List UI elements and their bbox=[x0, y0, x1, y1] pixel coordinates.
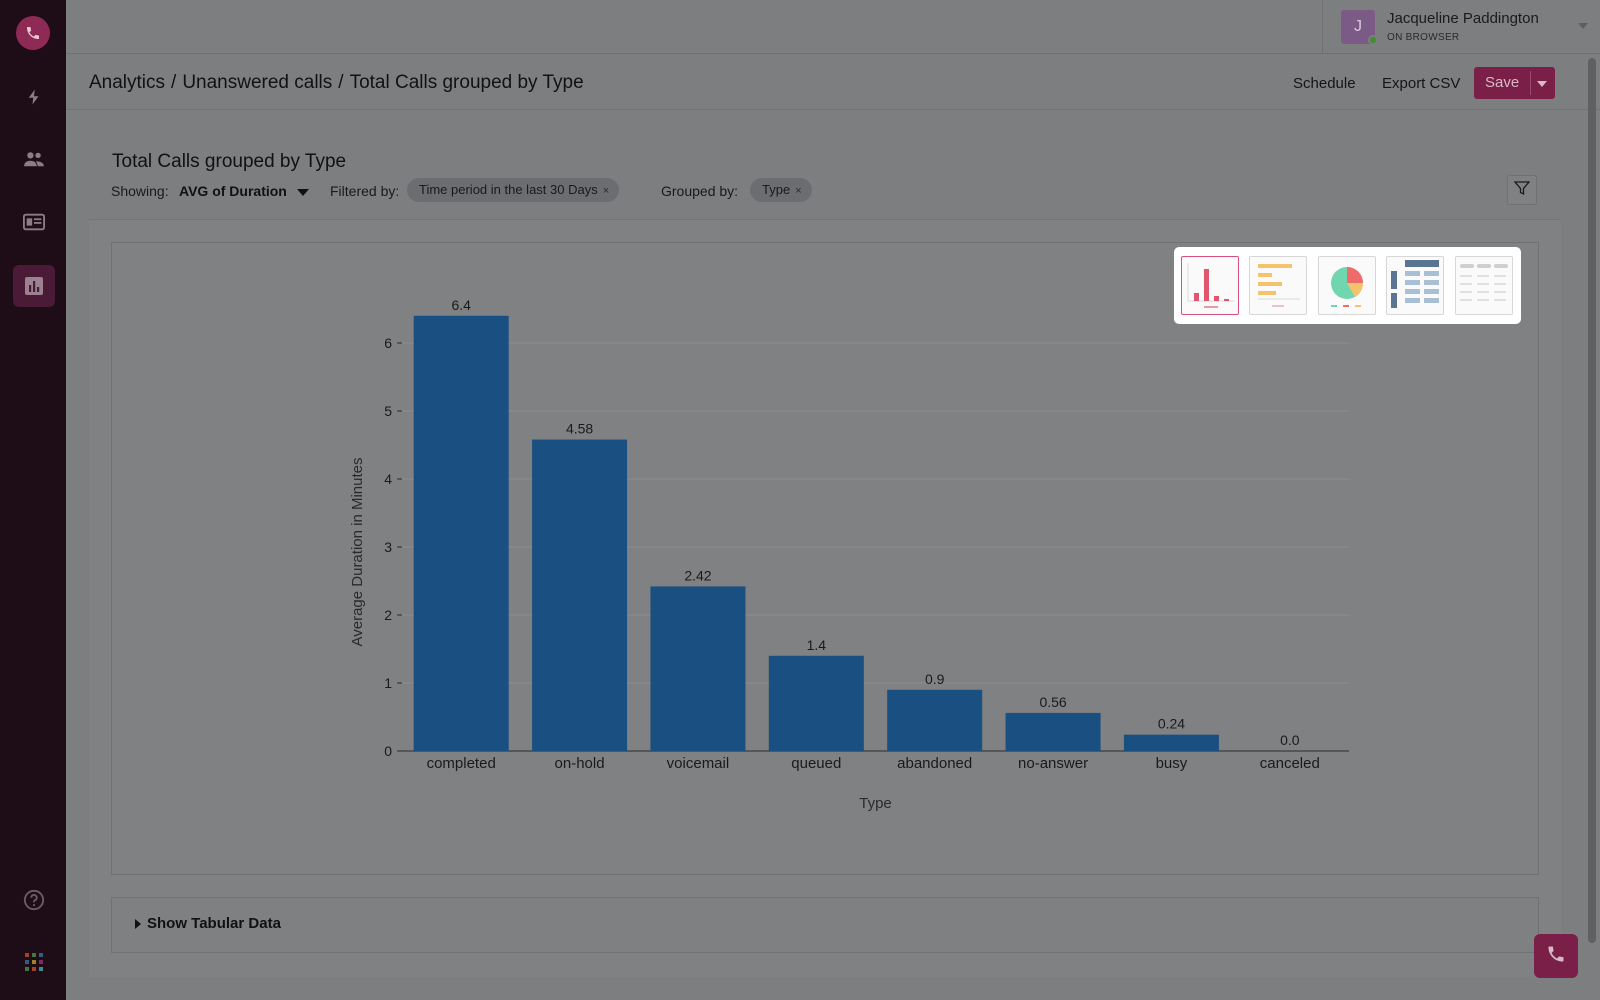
save-button-label: Save bbox=[1485, 74, 1520, 91]
user-menu[interactable]: J Jacqueline Paddington ON BROWSER bbox=[1322, 0, 1600, 54]
y-tick-label: 3 bbox=[384, 539, 392, 555]
filter-chip-label: Time period in the last 30 Days bbox=[419, 182, 598, 197]
chart-type-table[interactable] bbox=[1455, 256, 1513, 315]
people-icon bbox=[23, 150, 45, 168]
y-tick-label: 2 bbox=[384, 607, 392, 623]
group-chip-type[interactable]: Type × bbox=[750, 178, 812, 202]
top-bar: J Jacqueline Paddington ON BROWSER bbox=[66, 0, 1600, 54]
chart-area: 0 1 2 3 4 5 6 6.4 completed 4.58 on-hold 2.42 voicem… bbox=[111, 242, 1539, 875]
breadcrumb-separator: / bbox=[171, 72, 177, 93]
phone-logo-icon[interactable] bbox=[16, 16, 50, 50]
x-tick-label: busy bbox=[1156, 755, 1188, 772]
analytics-icon bbox=[24, 276, 44, 296]
horizontal-bar-chart-icon bbox=[1258, 264, 1300, 307]
bar-chart: 0 1 2 3 4 5 6 6.4 completed 4.58 on-hold 2.42 voicem… bbox=[349, 297, 1349, 812]
sidebar-item-users[interactable] bbox=[13, 138, 55, 180]
breadcrumb-analytics[interactable]: Analytics bbox=[89, 72, 166, 93]
breadcrumb-current: Total Calls grouped by Type bbox=[349, 72, 584, 93]
x-axis-title: Type bbox=[859, 795, 892, 812]
close-icon[interactable]: × bbox=[795, 185, 802, 197]
bolt-icon bbox=[25, 87, 43, 107]
schedule-button[interactable]: Schedule bbox=[1293, 75, 1356, 92]
chart-type-pie[interactable] bbox=[1318, 256, 1376, 315]
close-icon[interactable]: × bbox=[602, 185, 610, 197]
showing-label: Showing: bbox=[111, 183, 169, 199]
tabular-data-label: Show Tabular Data bbox=[147, 915, 281, 932]
apps-grid-icon bbox=[24, 952, 44, 972]
breadcrumb: Analytics / Unanswered calls / Total Calls g… bbox=[89, 72, 584, 94]
x-tick-label: voicemail bbox=[667, 755, 730, 772]
online-status-dot bbox=[1368, 35, 1378, 45]
chart-type-pivot-table[interactable] bbox=[1386, 256, 1444, 315]
caret-right-icon bbox=[135, 919, 141, 929]
grouped-label: Grouped by: bbox=[661, 183, 739, 199]
chart-type-bar[interactable] bbox=[1181, 256, 1239, 315]
sidebar-item-activity[interactable] bbox=[13, 76, 55, 118]
data-label: 4.58 bbox=[566, 421, 593, 437]
user-name: Jacqueline Paddington bbox=[1387, 10, 1539, 27]
y-tick-label: 4 bbox=[384, 471, 392, 487]
chevron-down-icon[interactable] bbox=[1578, 23, 1588, 29]
chart-type-horizontal-bar[interactable] bbox=[1249, 256, 1307, 315]
bar-busy bbox=[1123, 734, 1219, 751]
data-label: 0.56 bbox=[1039, 694, 1066, 710]
save-dropdown-icon[interactable] bbox=[1537, 81, 1547, 87]
x-tick-label: queued bbox=[791, 755, 841, 772]
sidebar-item-analytics[interactable] bbox=[13, 265, 55, 307]
save-button-divider bbox=[1530, 71, 1531, 95]
x-tick-label: abandoned bbox=[897, 755, 972, 772]
bar-abandoned bbox=[887, 689, 983, 751]
y-tick-label: 5 bbox=[384, 403, 392, 419]
phone-icon bbox=[1546, 944, 1566, 969]
breadcrumb-unanswered-calls[interactable]: Unanswered calls bbox=[182, 72, 333, 93]
sidebar-item-contacts[interactable] bbox=[13, 201, 55, 243]
bar-no-answer bbox=[1005, 712, 1101, 751]
bar-queued bbox=[768, 655, 864, 751]
data-label: 0.24 bbox=[1158, 716, 1185, 732]
export-csv-button[interactable]: Export CSV bbox=[1382, 75, 1461, 92]
sidebar-item-apps[interactable] bbox=[13, 941, 55, 983]
pivot-table-icon bbox=[1391, 260, 1439, 308]
chevron-down-icon[interactable] bbox=[297, 189, 309, 196]
filtered-label: Filtered by: bbox=[330, 183, 400, 199]
data-label: 6.4 bbox=[451, 297, 471, 313]
page-header: Analytics / Unanswered calls / Total Calls g… bbox=[66, 55, 1600, 110]
data-label: 2.42 bbox=[684, 567, 711, 583]
scrollbar[interactable] bbox=[1588, 58, 1596, 943]
sidebar-item-help[interactable] bbox=[13, 879, 55, 921]
breadcrumb-separator: / bbox=[338, 72, 344, 93]
x-tick-label: canceled bbox=[1260, 755, 1320, 772]
table-icon bbox=[1460, 264, 1508, 301]
bar-voicemail bbox=[650, 586, 746, 751]
save-button[interactable]: Save bbox=[1474, 67, 1555, 99]
help-icon bbox=[23, 889, 45, 911]
sidebar bbox=[0, 0, 66, 1000]
filter-button[interactable] bbox=[1507, 175, 1537, 205]
group-chip-label: Type bbox=[762, 182, 791, 197]
x-tick-label: on-hold bbox=[555, 755, 605, 772]
bar-on-hold bbox=[532, 439, 628, 751]
show-tabular-data-toggle[interactable]: Show Tabular Data bbox=[111, 897, 1539, 953]
report-title: Total Calls grouped by Type bbox=[112, 151, 347, 172]
data-label: 1.4 bbox=[807, 637, 827, 653]
call-button[interactable] bbox=[1534, 934, 1578, 978]
user-status: ON BROWSER bbox=[1387, 32, 1460, 43]
report-card-header: Total Calls grouped by Type Showing: AVG… bbox=[89, 133, 1561, 220]
y-tick-label: 6 bbox=[384, 335, 392, 351]
y-axis-title: Average Duration in Minutes bbox=[349, 458, 366, 647]
x-tick-label: completed bbox=[427, 755, 496, 772]
showing-select[interactable]: AVG of Duration bbox=[179, 183, 287, 199]
funnel-icon bbox=[1513, 180, 1531, 201]
bar-completed bbox=[413, 315, 509, 751]
chart-type-picker bbox=[1174, 247, 1521, 324]
y-tick-label: 1 bbox=[384, 675, 392, 691]
filter-chip-time-period[interactable]: Time period in the last 30 Days × bbox=[407, 178, 620, 202]
pie-chart-icon bbox=[1331, 267, 1364, 307]
x-tick-label: no-answer bbox=[1018, 755, 1088, 772]
y-tick-label: 0 bbox=[384, 743, 392, 759]
data-label: 0.0 bbox=[1280, 732, 1300, 748]
contact-card-icon bbox=[23, 213, 45, 231]
data-label: 0.9 bbox=[925, 671, 945, 687]
bar-chart-icon bbox=[1187, 263, 1234, 308]
